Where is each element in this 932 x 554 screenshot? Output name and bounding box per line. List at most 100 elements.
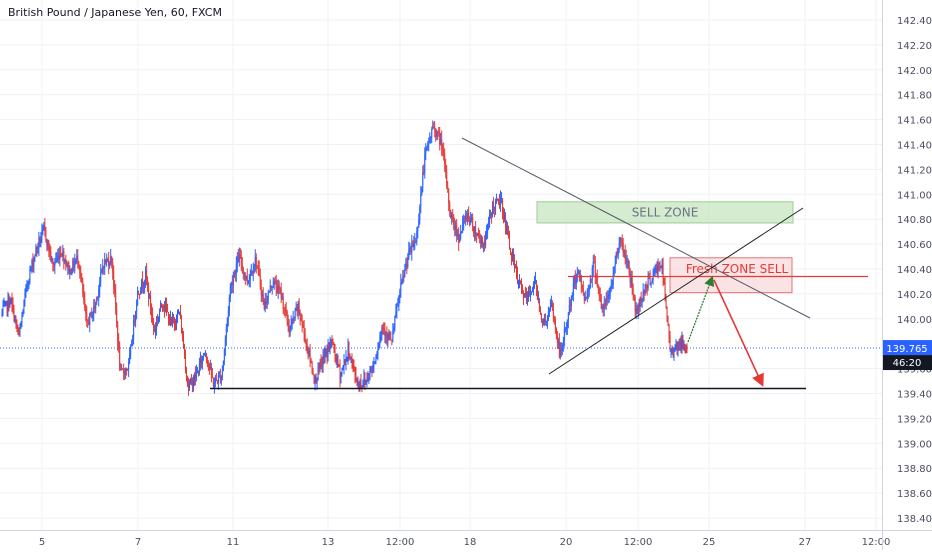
candle-body [139,294,141,296]
candle-body [32,260,34,267]
candle-body [497,198,499,200]
x-tick-label: 7 [135,537,141,548]
candle-body [21,316,23,324]
candle-body [309,350,311,362]
candle-body [258,268,260,275]
candle-body [587,290,589,292]
candle-body [220,377,222,382]
candle-body [46,239,48,246]
candle-body [412,242,414,248]
candle-body [131,344,133,346]
candle-body [241,265,243,269]
candle-body [53,264,55,267]
candle-body [609,287,611,295]
candle-body [637,304,639,314]
candle-body [135,311,137,322]
candle-body [507,226,509,235]
candle-body [50,252,52,262]
last-price-badge [883,340,932,356]
candle-body [196,370,198,373]
candle-body [675,342,677,350]
candle-body [223,349,225,361]
candle-body [673,349,675,353]
candle-body [110,256,112,265]
candle-body [506,226,508,229]
candle-body [99,281,101,290]
candle-body [1,311,3,313]
candle-body [108,259,110,266]
candle-body [463,218,465,223]
candle-body [644,284,646,295]
candle-body [655,268,657,271]
candle-body [273,281,275,286]
candle-body [512,252,514,258]
candle-body [669,337,671,352]
candle-body [221,371,223,378]
candle-body [158,316,160,322]
candle-body [333,344,335,346]
candle-body [97,297,99,299]
candle-body [383,328,385,330]
candle-body [379,336,381,344]
candle-body [133,320,135,339]
candle-body [242,268,244,274]
candle-body [510,248,512,255]
candle-body [81,277,83,283]
candle-body [68,262,70,274]
candle-body [52,258,54,265]
y-tick-label: 141.400 [897,141,932,152]
candle-body [34,256,36,258]
candle-body [155,328,157,332]
candle-body [246,276,248,284]
candle-body [121,368,123,370]
candle-body [226,318,228,328]
y-tick-label: 142.400 [897,16,932,27]
candle-body [368,378,370,380]
candle-body [405,263,407,269]
candle-body [604,304,606,306]
candle-body [48,241,50,252]
candle-body [561,346,563,351]
candle-body [593,261,595,263]
candle-body [179,312,181,317]
candle-body [329,341,331,350]
candle-body [450,209,452,219]
candle-body [13,307,15,321]
candle-body [60,253,62,255]
fresh-zone-label: Fresh ZONE SELL [686,262,789,276]
candle-body [2,305,4,312]
candle-body [177,312,179,314]
candle-body [502,198,504,215]
candle-body [624,250,626,257]
candle-body [36,247,38,249]
candle-body [263,298,265,309]
candle-body [301,321,303,325]
candle-body [539,310,541,314]
candle-body [63,251,65,263]
candle-body [268,292,270,294]
candle-body [413,244,415,248]
candle-body [676,342,678,351]
candle-body [302,324,304,327]
candle-body [318,367,320,369]
candle-body [630,277,632,283]
candle-body [667,320,669,325]
candle-body [15,318,17,322]
candle-body [193,374,195,382]
candle-body [253,266,255,271]
y-tick-label: 142.200 [897,41,932,52]
candle-body [617,249,619,256]
candle-body [683,346,685,349]
candle-body [75,259,77,263]
candle-body [542,321,544,324]
candle-body [162,305,164,307]
candle-body [591,268,593,281]
candle-body [272,285,274,287]
candle-body [214,378,216,383]
candle-body [105,259,107,263]
candle-body [472,217,474,228]
candle-body [519,281,521,283]
candle-body [238,254,240,262]
candle-body [511,254,513,258]
candles [1,120,688,396]
